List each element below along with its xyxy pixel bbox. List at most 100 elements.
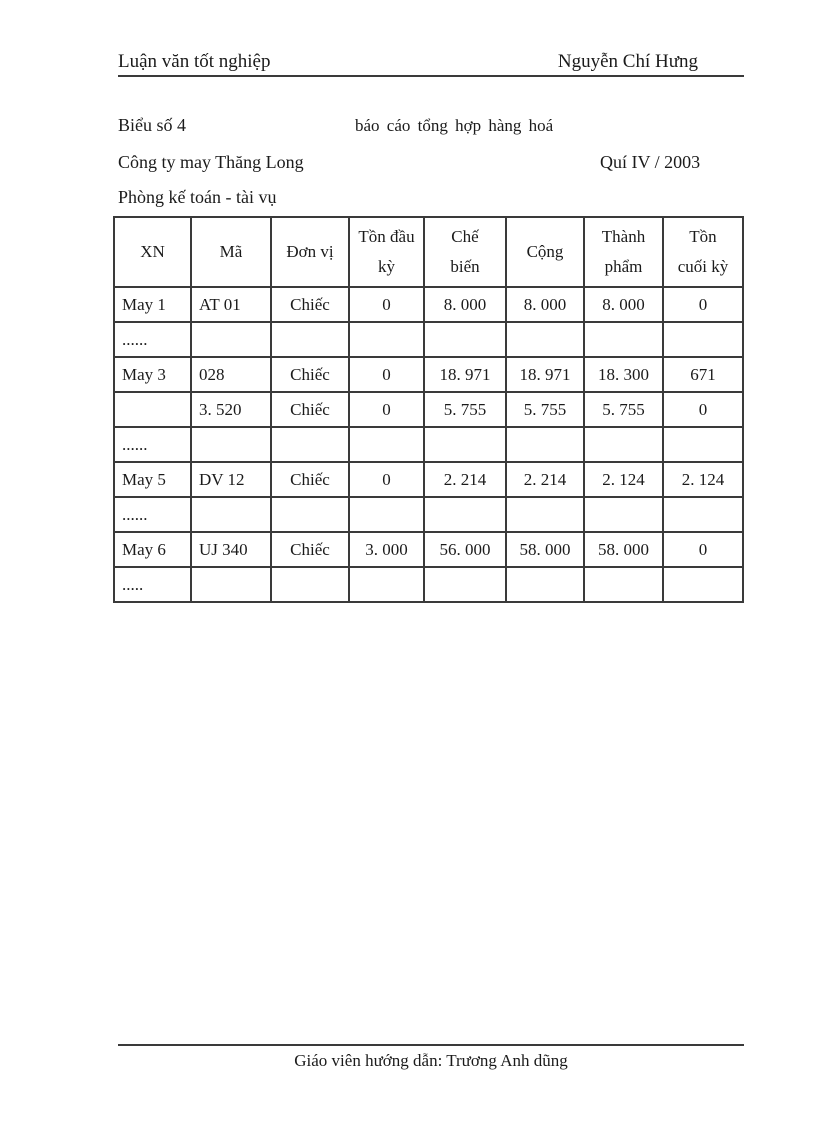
table-cell: Chiếc xyxy=(270,356,350,393)
col-header-ton-dau-ky: Tồn đầu kỳ xyxy=(348,216,425,288)
col-header-don-vi: Đơn vị xyxy=(270,216,350,288)
sheet-number-label: Biểu số 4 xyxy=(118,115,187,135)
table-cell: ...... xyxy=(113,321,192,358)
table-cell xyxy=(662,566,744,603)
table-cell xyxy=(270,496,350,533)
table-cell: Chiếc xyxy=(270,286,350,323)
table-cell: 8. 000 xyxy=(505,286,585,323)
table-cell: Chiếc xyxy=(270,461,350,498)
table-cell: 0 xyxy=(348,461,425,498)
table-cell: 8. 000 xyxy=(423,286,507,323)
table-cell xyxy=(505,496,585,533)
goods-summary-table: XN Mã Đơn vị Tồn đầu kỳ Chế biến Cộng Th… xyxy=(113,216,744,603)
table-header-row: XN Mã Đơn vị Tồn đầu kỳ Chế biến Cộng Th… xyxy=(113,216,744,288)
table-cell: 0 xyxy=(662,391,744,428)
header-thesis-title: Luận văn tốt nghiệp xyxy=(118,51,271,72)
col-header-ma: Mã xyxy=(190,216,272,288)
table-cell: 028 xyxy=(190,356,272,393)
table-cell: ...... xyxy=(113,426,192,463)
table-cell: UJ 340 xyxy=(190,531,272,568)
table-cell xyxy=(662,496,744,533)
table-cell: May 3 xyxy=(113,356,192,393)
table-cell: 8. 000 xyxy=(583,286,664,323)
table-cell: 3. 000 xyxy=(348,531,425,568)
table-cell xyxy=(190,496,272,533)
table-cell xyxy=(583,566,664,603)
table-cell xyxy=(270,566,350,603)
table-row: May 3 028 Chiếc 0 18. 971 18. 971 18. 30… xyxy=(113,356,744,393)
table-row: May 6 UJ 340 Chiếc 3. 000 56. 000 58. 00… xyxy=(113,531,744,568)
table-cell: 0 xyxy=(662,286,744,323)
table-cell xyxy=(270,321,350,358)
table-cell xyxy=(270,426,350,463)
table-cell xyxy=(348,426,425,463)
table-cell xyxy=(348,496,425,533)
table-row: ..... xyxy=(113,566,744,603)
table-cell xyxy=(423,426,507,463)
table-cell: AT 01 xyxy=(190,286,272,323)
table-cell xyxy=(190,426,272,463)
table-cell xyxy=(348,321,425,358)
table-cell: Chiếc xyxy=(270,531,350,568)
table-cell: 2. 124 xyxy=(583,461,664,498)
table-cell: 18. 971 xyxy=(505,356,585,393)
department-name: Phòng kế toán - tài vụ xyxy=(118,187,277,207)
table-cell: ..... xyxy=(113,566,192,603)
table-cell: 0 xyxy=(662,531,744,568)
col-header-che-bien: Chế biến xyxy=(423,216,507,288)
table-cell xyxy=(348,566,425,603)
table-cell: 56. 000 xyxy=(423,531,507,568)
table-cell: 5. 755 xyxy=(505,391,585,428)
table-cell: 5. 755 xyxy=(423,391,507,428)
table-cell: May 6 xyxy=(113,531,192,568)
table-cell: 671 xyxy=(662,356,744,393)
report-period: Quí IV / 2003 xyxy=(600,152,701,172)
table-cell: 2. 124 xyxy=(662,461,744,498)
company-name: Công ty may Thăng Long xyxy=(118,152,304,172)
table-cell: 58. 000 xyxy=(505,531,585,568)
table-cell: 2. 214 xyxy=(423,461,507,498)
table-row: ...... xyxy=(113,496,744,533)
table-cell: ...... xyxy=(113,496,192,533)
col-header-thanh-pham: Thành phẩm xyxy=(583,216,664,288)
table-row: May 5 DV 12 Chiếc 0 2. 214 2. 214 2. 124… xyxy=(113,461,744,498)
table-cell xyxy=(190,566,272,603)
table-cell: May 1 xyxy=(113,286,192,323)
table-cell xyxy=(583,321,664,358)
table-cell: 0 xyxy=(348,391,425,428)
table-row: May 1 AT 01 Chiếc 0 8. 000 8. 000 8. 000… xyxy=(113,286,744,323)
col-header-xn: XN xyxy=(113,216,192,288)
table-row: ...... xyxy=(113,426,744,463)
table-row: ...... xyxy=(113,321,744,358)
table-cell: DV 12 xyxy=(190,461,272,498)
table-cell xyxy=(423,496,507,533)
table-cell: 18. 300 xyxy=(583,356,664,393)
table-cell: Chiếc xyxy=(270,391,350,428)
table-cell xyxy=(662,321,744,358)
table-cell xyxy=(583,496,664,533)
col-header-cong: Cộng xyxy=(505,216,585,288)
table-cell xyxy=(662,426,744,463)
table-cell xyxy=(423,566,507,603)
table-cell: 3. 520 xyxy=(190,391,272,428)
table-cell: 0 xyxy=(348,286,425,323)
table-cell: 5. 755 xyxy=(583,391,664,428)
footer-supervisor-text: Giáo viên hướng dẫn: Trương Anh dũng xyxy=(294,1051,568,1070)
table-cell xyxy=(583,426,664,463)
col-header-ton-cuoi-ky: Tồn cuối kỳ xyxy=(662,216,744,288)
header-author-name: Nguyễn Chí Hưng xyxy=(557,51,698,72)
table-cell: 2. 214 xyxy=(505,461,585,498)
report-title: báo cáo tổng hợp hàng hoá xyxy=(355,116,554,135)
table-cell: 58. 000 xyxy=(583,531,664,568)
table-cell: 18. 971 xyxy=(423,356,507,393)
table-cell xyxy=(113,391,192,428)
table-cell xyxy=(190,321,272,358)
table-row: 3. 520 Chiếc 0 5. 755 5. 755 5. 755 0 xyxy=(113,391,744,428)
running-footer: Giáo viên hướng dẫn: Trương Anh dũng xyxy=(118,1044,744,1071)
running-header: Luận văn tốt nghiệp Nguyễn Chí Hưng xyxy=(118,50,744,77)
table-cell: 0 xyxy=(348,356,425,393)
table-cell: May 5 xyxy=(113,461,192,498)
table-cell xyxy=(505,566,585,603)
table-cell xyxy=(505,426,585,463)
